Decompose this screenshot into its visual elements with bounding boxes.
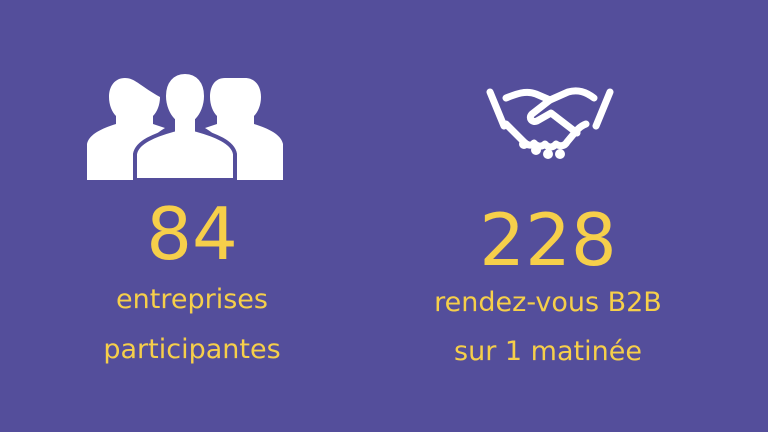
stat-label: entreprises: [116, 284, 268, 315]
stat-value: 84: [146, 192, 238, 276]
handshake-icon: [486, 87, 614, 159]
stat-label: sur 1 matinée: [454, 336, 642, 367]
stat-label: participantes: [103, 334, 281, 365]
stat-card: 228 rendez-vous B2B sur 1 matinée: [356, 0, 740, 432]
people-icon: [87, 70, 283, 180]
stat-value: 228: [479, 198, 617, 282]
stat-card: 84 entreprises participantes: [87, 70, 283, 365]
stat-label: rendez-vous B2B: [434, 287, 662, 318]
